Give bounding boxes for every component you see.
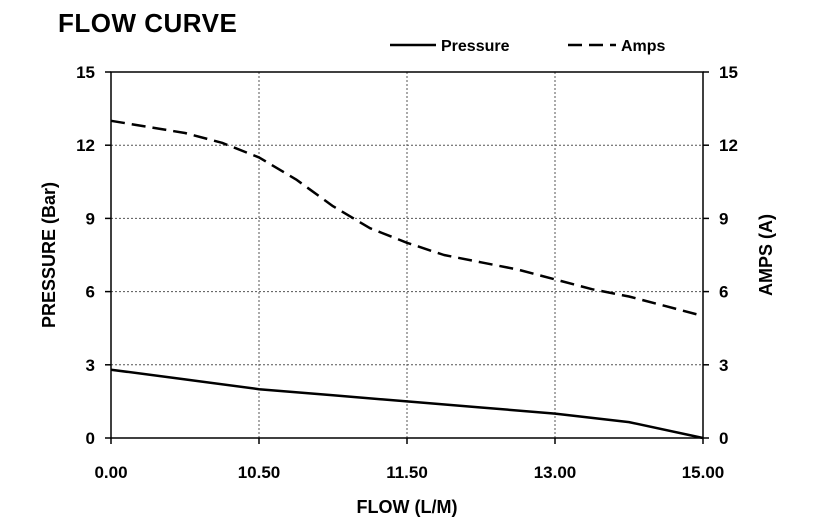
chart-title: FLOW CURVE: [58, 8, 238, 38]
y-left-tick-label: 0: [86, 429, 95, 448]
plot-frame: [110, 71, 704, 439]
y-right-tick-label: 9: [719, 209, 728, 228]
x-tick-label: 13.00: [534, 463, 577, 482]
x-tick-label: 0.00: [94, 463, 127, 482]
y-left-tick-label: 12: [76, 136, 95, 155]
series-line-pressure: [110, 368, 704, 440]
y-right-tick-label: 15: [719, 63, 738, 82]
axis-labels: FLOW (L/M) PRESSURE (Bar) AMPS (A): [39, 182, 776, 517]
x-axis-title: FLOW (L/M): [357, 497, 458, 517]
y-right-tick-label: 0: [719, 429, 728, 448]
series-lines: [110, 119, 704, 440]
x-tick-label: 15.00: [682, 463, 725, 482]
y-left-tick-label: 9: [86, 209, 95, 228]
y-left-tick-label: 3: [86, 356, 95, 375]
y-right-axis-title: AMPS (A): [756, 214, 776, 296]
x-tick-label: 11.50: [386, 463, 428, 482]
y-right-tick-label: 6: [719, 283, 728, 302]
y-right-tick-label: 3: [719, 356, 728, 375]
y-right-tick-label: 12: [719, 136, 738, 155]
legend: Pressure Amps: [390, 38, 666, 55]
legend-label-amps: Amps: [621, 38, 666, 55]
y-left-tick-label: 6: [86, 283, 95, 302]
y-left-axis-title: PRESSURE (Bar): [39, 182, 59, 328]
series-line-amps: [110, 119, 704, 318]
x-tick-label: 10.50: [238, 463, 281, 482]
legend-label-pressure: Pressure: [441, 38, 510, 55]
y-left-tick-label: 15: [76, 63, 95, 82]
grid-lines: [111, 72, 703, 438]
axis-ticks: 0 0 3 3 6 6 9 9 12 12 15 15 0.00 10.50 11.50 13.00 15.00: [76, 63, 738, 482]
